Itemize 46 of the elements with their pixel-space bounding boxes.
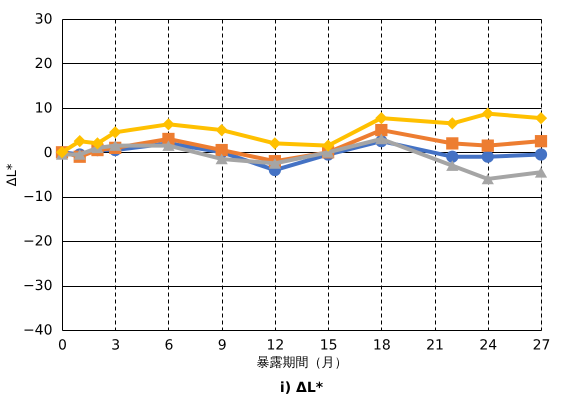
point: [534, 135, 548, 148]
x-tick-label: 27: [532, 338, 550, 354]
point: [216, 144, 228, 156]
point: [162, 118, 175, 130]
point: [375, 134, 388, 144]
point: [482, 139, 494, 152]
y-tick-label: 10: [34, 100, 52, 116]
x-tick-label: 15: [320, 338, 338, 354]
point: [162, 140, 175, 151]
y-tick-label: −20: [22, 234, 52, 250]
x-tick-label: 18: [372, 338, 391, 354]
point: [216, 124, 228, 136]
point: [268, 158, 282, 169]
point: [446, 150, 458, 163]
y-tick-label: −10: [22, 189, 52, 206]
point: [109, 126, 122, 138]
point: [482, 174, 494, 184]
y-axis-title: ΔL*: [4, 163, 20, 186]
point: [482, 150, 494, 163]
x-tick-label: 9: [218, 338, 227, 354]
x-tick-label: 6: [164, 338, 174, 354]
x-tick-label: 24: [479, 338, 498, 354]
point: [74, 135, 86, 148]
y-tick-label: −30: [22, 278, 52, 294]
x-tick-label: 21: [426, 338, 444, 354]
y-tick-label: −40: [22, 322, 52, 338]
point: [109, 140, 122, 151]
point: [534, 166, 548, 178]
point: [534, 148, 548, 161]
y-tick-label: 0: [44, 144, 52, 161]
y-tick-label: 20: [34, 56, 52, 72]
point: [91, 137, 104, 150]
x-axis-title: 暴露期間（月）: [256, 356, 348, 370]
point: [375, 124, 388, 136]
point: [216, 154, 228, 164]
text: i) ΔL*: [280, 380, 324, 396]
point: [446, 117, 458, 130]
x-tick-label: 3: [111, 338, 120, 354]
point: [446, 137, 458, 150]
point: [375, 112, 388, 124]
x-tick-label: 12: [266, 338, 284, 354]
point: [534, 112, 548, 124]
point: [482, 108, 494, 120]
point: [446, 160, 458, 171]
y-tick-label: 30: [34, 12, 52, 28]
x-tick-label: 0: [58, 338, 67, 354]
